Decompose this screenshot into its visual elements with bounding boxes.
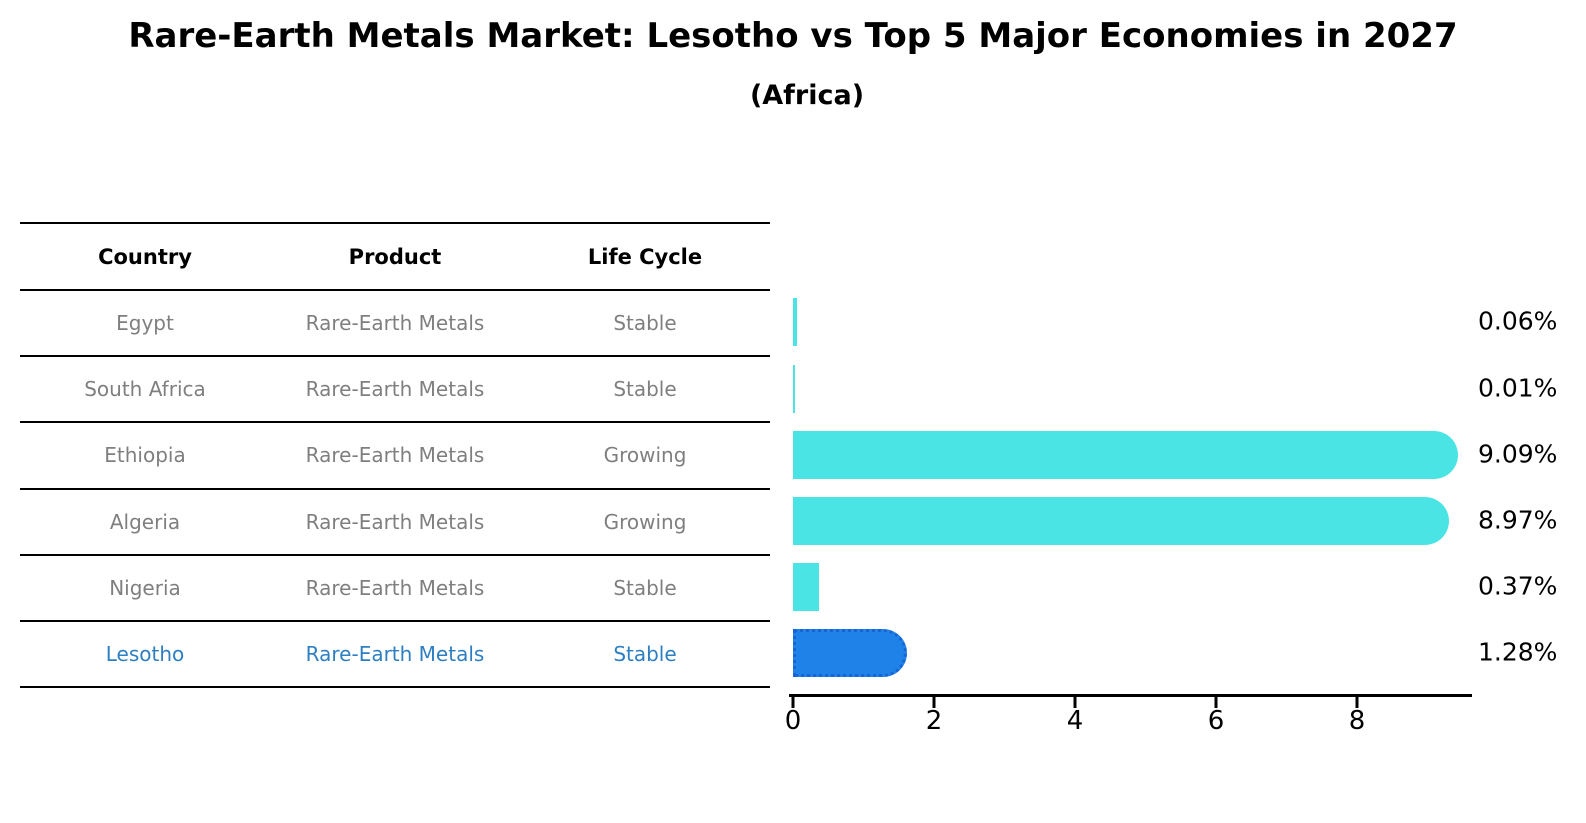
x-axis-tick [1073, 697, 1077, 708]
page-title: Rare-Earth Metals Market: Lesotho vs Top… [128, 16, 1458, 56]
x-axis-tick [1355, 697, 1359, 708]
country-cell: South Africa [84, 377, 206, 402]
value-label-lesotho: 1.28% [1478, 637, 1558, 667]
lifecycle-cell: Growing [603, 443, 687, 468]
x-axis-tick [932, 697, 936, 708]
table-row: Egypt Rare-Earth Metals Stable [20, 291, 770, 358]
country-cell: Algeria [109, 509, 181, 534]
x-axis-tick-label: 8 [1348, 706, 1366, 736]
bar-egypt [793, 298, 798, 347]
x-axis-tick-label: 6 [1207, 706, 1225, 736]
product-cell: Rare-Earth Metals [305, 575, 485, 600]
value-label-south-africa: 0.01% [1478, 372, 1558, 402]
bar-algeria [793, 496, 1450, 545]
table-row: South Africa Rare-Earth Metals Stable [20, 357, 770, 424]
country-cell: Nigeria [109, 575, 181, 600]
lifecycle-cell: Stable [613, 377, 677, 402]
x-axis-tick-label: 0 [784, 706, 802, 736]
column-header-product: Product [348, 244, 442, 269]
lifecycle-cell: Stable [613, 642, 677, 667]
x-axis-tick [1214, 697, 1218, 708]
value-label-egypt: 0.06% [1478, 306, 1558, 336]
column-header-country: Country [98, 244, 192, 269]
value-label-algeria: 8.97% [1478, 505, 1558, 535]
value-label-nigeria: 0.37% [1478, 571, 1558, 601]
table-body: Egypt Rare-Earth Metals Stable South Afr… [20, 291, 770, 689]
bar-nigeria [793, 563, 820, 612]
bar-lesotho [793, 629, 908, 678]
x-axis-line [789, 694, 1472, 697]
table-header-row: Country Product Life Cycle [20, 222, 770, 291]
x-axis-tick-label: 4 [1066, 706, 1084, 736]
lifecycle-cell: Growing [603, 509, 687, 534]
product-cell: Rare-Earth Metals [305, 509, 485, 534]
table-row: Lesotho Rare-Earth Metals Stable [20, 622, 770, 689]
product-cell: Rare-Earth Metals [305, 642, 485, 667]
x-axis-tick [791, 697, 795, 708]
table-row: Algeria Rare-Earth Metals Growing [20, 490, 770, 556]
value-label-ethiopia: 9.09% [1478, 439, 1558, 469]
country-table: Country Product Life Cycle Egypt Rare-Ea… [20, 222, 770, 689]
lifecycle-cell: Stable [613, 575, 677, 600]
product-cell: Rare-Earth Metals [305, 311, 485, 336]
page-subtitle: (Africa) [749, 80, 865, 111]
country-cell: Egypt [116, 311, 174, 336]
bar-south-africa [793, 364, 795, 413]
bar-ethiopia [793, 430, 1458, 479]
product-cell: Rare-Earth Metals [305, 377, 485, 402]
product-cell: Rare-Earth Metals [305, 443, 485, 468]
lifecycle-cell: Stable [613, 311, 677, 336]
country-cell: Ethiopia [104, 443, 186, 468]
country-cell: Lesotho [105, 642, 185, 667]
table-row: Nigeria Rare-Earth Metals Stable [20, 556, 770, 622]
x-axis-tick-label: 2 [925, 706, 943, 736]
column-header-lifecycle: Life Cycle [587, 244, 703, 269]
table-row: Ethiopia Rare-Earth Metals Growing [20, 423, 770, 490]
